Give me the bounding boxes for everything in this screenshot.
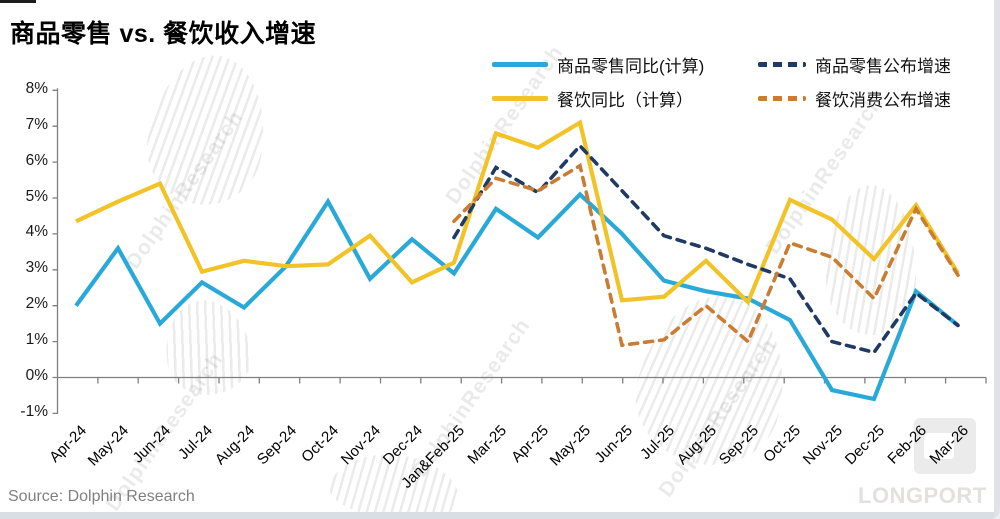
y-axis-label: -1% bbox=[20, 403, 48, 420]
y-axis-label: 8% bbox=[25, 80, 48, 97]
longport-icon bbox=[914, 418, 976, 474]
legend-item-catering-calc: 餐饮同比（计算） bbox=[492, 86, 693, 110]
series-line-2 bbox=[452, 143, 960, 355]
legend-label: 商品零售公布增速 bbox=[815, 56, 951, 76]
y-axis-label: 2% bbox=[25, 295, 48, 312]
chart-title: 商品零售 vs. 餐饮收入增速 bbox=[10, 20, 317, 48]
y-axis-label: 6% bbox=[25, 152, 48, 169]
y-axis-label: 0% bbox=[25, 367, 48, 384]
y-axis-label: 1% bbox=[25, 331, 48, 348]
legend-item-retail-official: 商品零售公布增速 bbox=[758, 52, 951, 76]
axes bbox=[52, 88, 987, 415]
longport-logo-text: LONGPORT bbox=[858, 483, 987, 508]
window-edge-bottom bbox=[0, 512, 1000, 519]
window-edge-right bbox=[994, 0, 1000, 519]
series-line-1 bbox=[75, 119, 960, 306]
y-axis-label: 3% bbox=[25, 259, 48, 276]
source-note: Source: Dolphin Research bbox=[8, 488, 195, 505]
window-corner-notch bbox=[0, 0, 36, 3]
legend-swatch-retail-calc bbox=[492, 61, 548, 67]
legend-item-retail-calc: 商品零售同比(计算) bbox=[492, 52, 704, 76]
y-axis-label: 4% bbox=[25, 223, 48, 240]
y-axis-label: 7% bbox=[25, 116, 48, 133]
series-line-3 bbox=[452, 162, 960, 348]
legend-label: 餐饮同比（计算） bbox=[557, 90, 693, 110]
legend-label: 餐饮消费公布增速 bbox=[815, 90, 951, 110]
legend-swatch-retail-official bbox=[758, 61, 806, 67]
y-axis-label: 5% bbox=[25, 188, 48, 205]
legend-item-catering-official: 餐饮消费公布增速 bbox=[758, 86, 951, 110]
longport-logo: LONGPORT bbox=[850, 414, 996, 514]
series-line-0 bbox=[74, 191, 960, 402]
legend-swatch-catering-calc bbox=[492, 95, 548, 101]
legend-label: 商品零售同比(计算) bbox=[557, 56, 705, 76]
legend-swatch-catering-official bbox=[758, 95, 806, 101]
